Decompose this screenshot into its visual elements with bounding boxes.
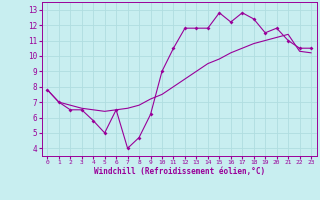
X-axis label: Windchill (Refroidissement éolien,°C): Windchill (Refroidissement éolien,°C) (94, 167, 265, 176)
